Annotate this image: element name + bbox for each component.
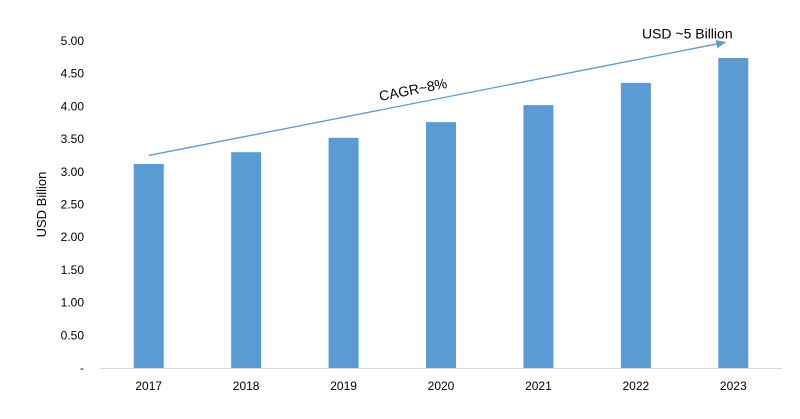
y-tick-label: 4.00 [61, 99, 85, 113]
y-tick-label: 3.00 [61, 165, 85, 179]
end-value-annotation: USD ~5 Billion [642, 25, 733, 41]
bar-2022 [620, 82, 651, 368]
y-tick-label: 2.50 [61, 198, 85, 212]
x-tick-label: 2020 [428, 379, 455, 393]
y-tick-label: 1.50 [61, 263, 85, 277]
y-tick-label: 2.00 [61, 230, 85, 244]
bar-2021 [523, 105, 554, 368]
x-axis-ticks: 2017 2018 2019 2020 2021 2022 2023 [135, 379, 747, 393]
x-tick-label: 2021 [525, 379, 552, 393]
y-tick-label: 5.00 [61, 34, 85, 48]
cagr-annotation: CAGR~8% [378, 75, 449, 104]
bar-2023 [718, 58, 749, 369]
x-tick-label: 2019 [330, 379, 357, 393]
y-tick-label: 4.50 [61, 67, 85, 81]
x-tick-label: 2017 [135, 379, 162, 393]
bar-2018 [231, 152, 262, 368]
trend-arrow [148, 40, 727, 157]
y-tick-label: 1.00 [61, 296, 85, 310]
y-axis-ticks: - 0.50 1.00 1.50 2.00 2.50 3.00 3.50 4.00 4.50 5.0… [61, 34, 85, 375]
x-tick-label: 2022 [623, 379, 650, 393]
bar-2017 [133, 163, 164, 368]
y-tick-label: 0.50 [61, 328, 85, 342]
bar-2020 [426, 122, 456, 368]
bars [133, 58, 749, 369]
x-tick-label: 2018 [233, 379, 260, 393]
x-tick-label: 2023 [720, 379, 747, 393]
y-tick-label: - [80, 361, 84, 375]
bar-2019 [328, 137, 359, 368]
y-axis-title: USD Billion [34, 172, 49, 238]
y-tick-label: 3.50 [61, 132, 85, 146]
